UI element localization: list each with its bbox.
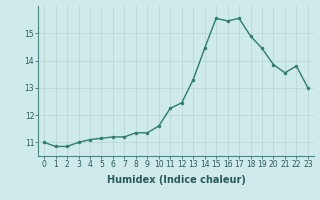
X-axis label: Humidex (Indice chaleur): Humidex (Indice chaleur) [107,175,245,185]
